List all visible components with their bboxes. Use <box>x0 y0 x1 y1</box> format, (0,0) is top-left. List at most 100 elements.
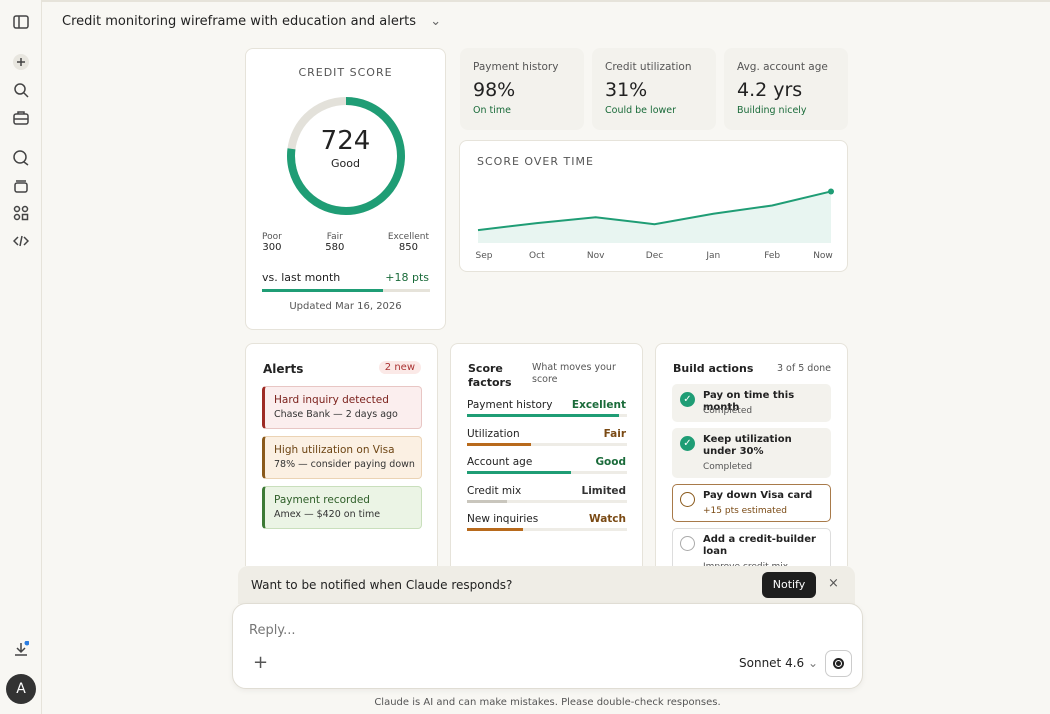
dismiss[interactable]: × <box>828 576 839 591</box>
action-title: Pay down Visa card <box>703 490 813 501</box>
top-rule <box>42 0 1050 2</box>
actions-title: Build actions <box>673 362 754 375</box>
gauge <box>287 97 405 215</box>
factor-track <box>467 442 627 446</box>
stat-label: Payment history <box>473 61 559 73</box>
actions-card: Build actions 3 of 5 done ✓ Pay on time t… <box>655 343 848 566</box>
alert-detail: Chase Bank — 2 days ago <box>274 409 398 420</box>
alert-title: High utilization on Visa <box>274 444 395 456</box>
factor-name: Payment history <box>467 399 553 411</box>
stat-value: 4.2 yrs <box>737 79 803 101</box>
badge: 2 new <box>378 361 421 374</box>
stat-label: Credit utilization <box>605 61 692 73</box>
check <box>680 492 695 507</box>
stat-card: Credit utilization 31% Could be lower <box>592 48 716 130</box>
disclaimer: Claude is AI and can make mistakes. Plea… <box>374 697 721 708</box>
alerts-card: Alerts 2 new Hard inquiry detected Chase … <box>245 343 438 566</box>
stat-note: Could be lower <box>605 105 677 116</box>
factors-subtitle: What moves your score <box>532 362 616 385</box>
factor-bar <box>467 499 507 503</box>
factor-track <box>467 471 627 474</box>
avatar[interactable]: A <box>6 674 36 704</box>
stat-note: On time <box>473 105 511 116</box>
chevron: ⌄ <box>430 14 442 29</box>
alert-title: Payment recorded <box>274 494 370 506</box>
chats[interactable] <box>13 150 29 166</box>
x-tick-label: Dec <box>646 251 663 261</box>
scale-label: Excellent <box>387 232 429 242</box>
factor-rating: Good <box>595 456 626 468</box>
sidebar: A <box>0 0 42 714</box>
scale-value: 300 <box>262 242 282 253</box>
projects[interactable] <box>13 178 29 194</box>
scale-value: 580 <box>325 242 345 253</box>
alert-detail: 78% — consider paying down <box>274 459 415 470</box>
line-chart: Sep Oct Nov Dec Jan Feb Now <box>476 188 834 261</box>
scale: Poor 300 Fair 580 Excellent 850 <box>262 232 429 253</box>
alert-title: Hard inquiry detected <box>274 394 389 406</box>
voice-icon <box>833 658 844 669</box>
action: Pay down Visa card +15 pts estimated <box>672 484 831 522</box>
x-tick-label: Sep <box>476 251 493 261</box>
x-tick-label: Feb <box>764 251 780 261</box>
stat-value: 98% <box>473 79 516 101</box>
factor-rating: Fair <box>603 427 626 440</box>
score: 724 <box>320 126 371 156</box>
factors-title: Score factors <box>468 362 512 389</box>
attach[interactable]: + <box>253 652 269 673</box>
factor-track <box>467 528 627 531</box>
alert: High utilization on Visa 78% — consider p… <box>262 436 422 479</box>
artifacts[interactable] <box>13 205 29 221</box>
factor-name: Credit mix <box>467 484 522 497</box>
stat-card: Payment history 98% On time <box>460 48 584 130</box>
check: ✓ <box>680 392 695 407</box>
factor-bar <box>467 414 619 417</box>
action-status: Completed <box>703 462 753 472</box>
factors-card: Score factors What moves your score Paym… <box>450 343 643 566</box>
rating: Good <box>331 157 360 170</box>
action-status: Completed <box>703 406 753 416</box>
factor-name: New inquiries <box>467 513 539 525</box>
action-title: Add a credit-builder loan <box>703 534 816 557</box>
composer: Reply... + Sonnet 4.6 ⌄ <box>232 603 863 689</box>
reply-input[interactable]: Reply... <box>249 623 296 638</box>
chat-title[interactable]: Credit monitoring wireframe with educati… <box>62 14 441 29</box>
title-text: Credit monitoring wireframe with educati… <box>62 14 417 29</box>
factor-rating: Limited <box>581 484 627 497</box>
action: ✓ Pay on time this month Completed <box>672 384 831 422</box>
scale-value: 850 <box>398 242 418 253</box>
factor-bar <box>467 471 571 474</box>
alert: Hard inquiry detected Chase Bank — 2 days… <box>262 386 422 429</box>
notify-button[interactable]: Notify <box>762 572 816 598</box>
action-title: Pay on time this month <box>703 390 795 413</box>
model-select[interactable]: Sonnet 4.6 ⌄ <box>739 656 818 670</box>
card-heading: CREDIT SCORE <box>298 66 393 79</box>
action: ✓ Keep utilization under 30% Completed <box>672 428 831 478</box>
check: ✓ <box>680 436 695 451</box>
code[interactable] <box>13 233 29 249</box>
factor-rating: Excellent <box>571 399 626 411</box>
factor-track <box>467 499 627 503</box>
stat-note: Building nicely <box>737 105 807 116</box>
tools[interactable] <box>13 110 29 126</box>
progress-track <box>262 289 430 292</box>
x-tick-label: Nov <box>587 251 605 261</box>
search[interactable] <box>13 82 29 98</box>
new-chat[interactable] <box>13 54 29 70</box>
notification-bar: Want to be notified when Claude responds… <box>238 566 855 604</box>
action-status: +15 pts estimated <box>703 506 787 516</box>
x-tick-label: Jan <box>705 251 720 261</box>
comparison-value: +18 pts <box>385 271 429 284</box>
factor-name: Utilization <box>467 427 520 440</box>
voice-button[interactable] <box>825 650 852 677</box>
scale-item: Excellent 850 <box>388 232 429 253</box>
alert: Payment recorded Amex — $420 on time <box>262 486 422 529</box>
end-point <box>828 188 834 195</box>
scale-item: Poor 300 <box>262 232 282 253</box>
toggle-sidebar[interactable] <box>13 14 29 30</box>
downloads[interactable] <box>13 641 29 657</box>
factor-bar <box>467 528 523 531</box>
notification-text: Want to be notified when Claude responds… <box>251 578 513 592</box>
stat-label: Avg. account age <box>737 61 828 73</box>
